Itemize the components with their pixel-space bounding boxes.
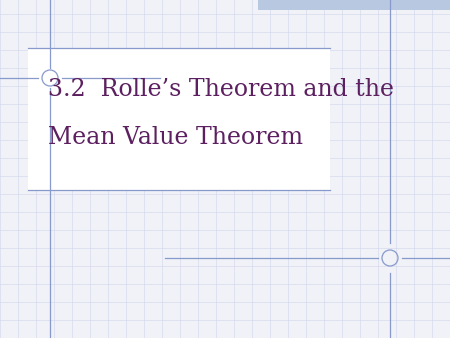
Bar [258, 0, 450, 10]
Text: Mean Value Theorem: Mean Value Theorem [48, 126, 303, 149]
Text: 3.2  Rolle’s Theorem and the: 3.2 Rolle’s Theorem and the [48, 78, 394, 101]
Bar [28, 48, 330, 190]
